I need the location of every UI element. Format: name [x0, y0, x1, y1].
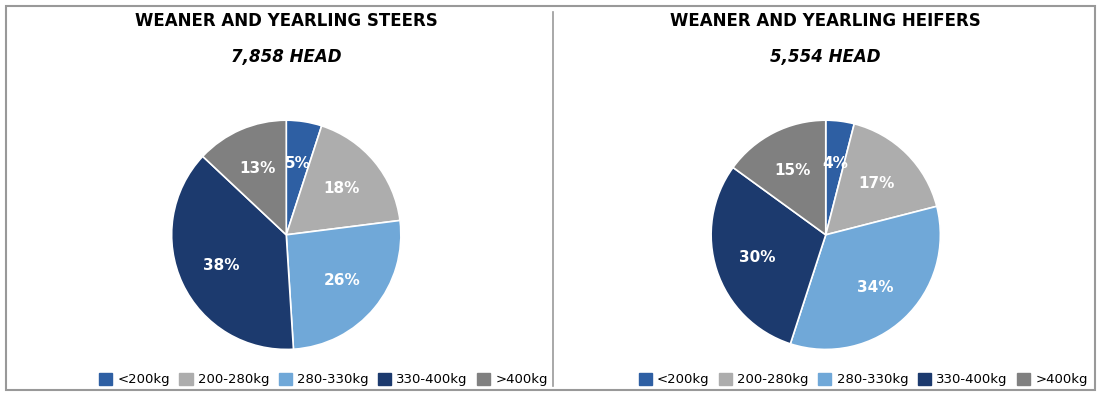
Text: WEANER AND YEARLING STEERS: WEANER AND YEARLING STEERS: [135, 12, 437, 30]
Legend: <200kg, 200-280kg, 280-330kg, 330-400kg, >400kg: <200kg, 200-280kg, 280-330kg, 330-400kg,…: [633, 367, 1093, 391]
Text: WEANER AND YEARLING HEIFERS: WEANER AND YEARLING HEIFERS: [671, 12, 981, 30]
Text: 7,858 HEAD: 7,858 HEAD: [231, 48, 341, 66]
Text: 5,554 HEAD: 5,554 HEAD: [771, 48, 881, 66]
Legend: <200kg, 200-280kg, 280-330kg, 330-400kg, >400kg: <200kg, 200-280kg, 280-330kg, 330-400kg,…: [94, 367, 554, 391]
